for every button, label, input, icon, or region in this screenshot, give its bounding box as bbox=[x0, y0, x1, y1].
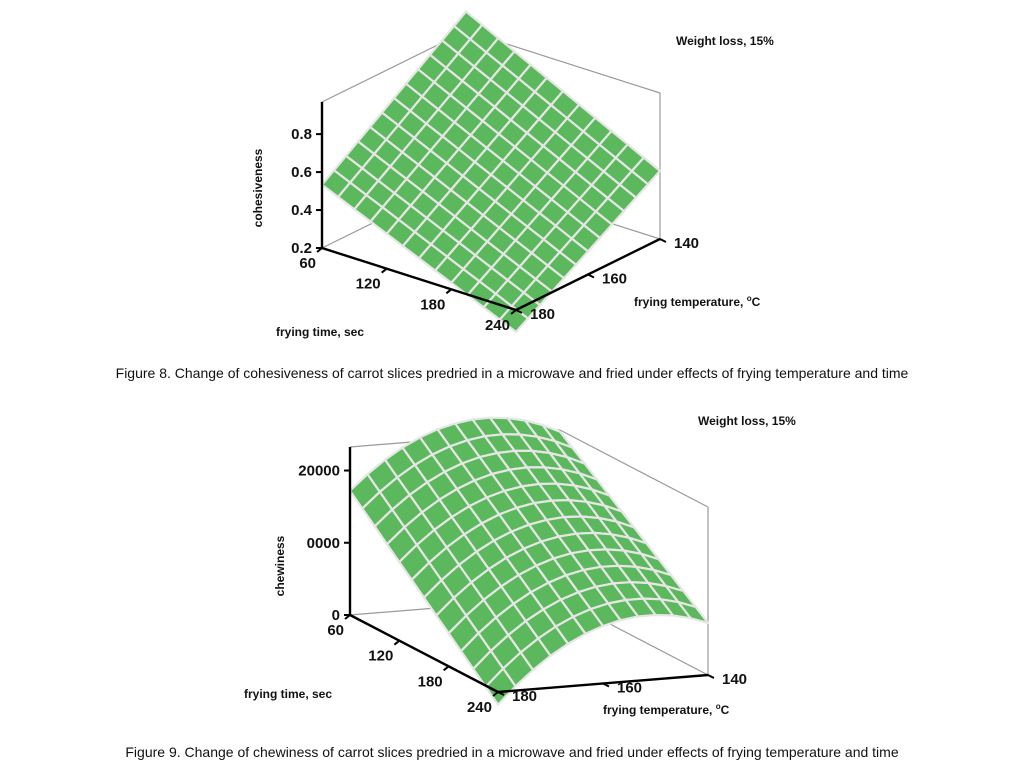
y-axis-label-sup: o bbox=[716, 702, 721, 711]
z-tick-label: 0.8 bbox=[291, 126, 312, 143]
z-tick-label: 0.4 bbox=[291, 202, 313, 219]
y-axis-label: frying temperature, oC bbox=[603, 702, 730, 717]
x-tick-label: 180 bbox=[418, 673, 443, 690]
y-axis-label-unit: C bbox=[721, 703, 730, 717]
x-tick-label: 240 bbox=[467, 699, 492, 716]
x-tick-mark bbox=[381, 267, 388, 274]
x-tick-mark bbox=[393, 639, 400, 646]
weight-loss-annotation: Weight loss, 15% bbox=[676, 34, 774, 48]
chewiness-surface-svg: 000002000060120180240140160180chewinessf… bbox=[244, 414, 796, 717]
y-tick-label: 160 bbox=[602, 271, 627, 288]
y-axis-label-unit: C bbox=[752, 295, 761, 309]
x-tick-mark bbox=[344, 614, 351, 620]
y-tick-mark bbox=[602, 682, 610, 688]
x-tick-mark bbox=[510, 309, 517, 315]
y-tick-mark bbox=[515, 309, 523, 314]
y-tick-label: 140 bbox=[674, 235, 699, 252]
y-axis-label-text: frying temperature, bbox=[603, 703, 716, 717]
z-tick-label: 20000 bbox=[298, 463, 340, 480]
z-tick-label: 0.2 bbox=[291, 240, 312, 257]
chewiness-surface-chart: 0 0000 20000 60 120 180 240 140 160 180 chewiness f… bbox=[0, 392, 1024, 732]
y-tick-mark bbox=[659, 238, 667, 243]
surface-cell bbox=[498, 305, 530, 333]
surface bbox=[320, 10, 662, 333]
figure-9-caption: Figure 9. Change of chewiness of carrot … bbox=[125, 744, 899, 760]
y-tick-label: 160 bbox=[617, 680, 642, 697]
y-tick-mark bbox=[707, 674, 715, 679]
x-tick-label: 60 bbox=[327, 622, 344, 639]
z-axis-label: chewiness bbox=[273, 535, 287, 596]
x-tick-mark bbox=[443, 665, 450, 672]
z-tick-label: 0.6 bbox=[291, 164, 312, 181]
x-axis-line bbox=[321, 246, 517, 312]
x-axis-label: frying time, sec bbox=[276, 325, 364, 339]
z-tick-label: 0 bbox=[332, 607, 340, 624]
y-axis-label-sup: o bbox=[747, 294, 752, 303]
y-tick-label: 180 bbox=[530, 306, 555, 323]
x-tick-mark bbox=[445, 288, 452, 295]
cohesiveness-surface-chart: 0.2 0.4 0.6 0.8 60 120 180 240 140 160 180 cohesive… bbox=[0, 0, 1024, 360]
y-axis-label-text: frying temperature, bbox=[634, 295, 747, 309]
x-tick-label: 180 bbox=[420, 296, 445, 313]
z-axis-label: cohesiveness bbox=[251, 148, 265, 227]
cohesiveness-surface-svg: 0.2 0.4 0.6 0.8 60 120 180 240 140 160 180 cohesive… bbox=[251, 10, 774, 339]
y-tick-mark bbox=[587, 273, 595, 279]
y-tick-label: 180 bbox=[512, 688, 537, 705]
x-tick-label: 60 bbox=[299, 255, 316, 272]
z-tick-label: 0000 bbox=[307, 535, 340, 552]
x-tick-label: 120 bbox=[356, 276, 381, 293]
x-tick-mark bbox=[316, 247, 323, 253]
x-axis-label: frying time, sec bbox=[244, 687, 332, 701]
weight-loss-annotation: Weight loss, 15% bbox=[698, 414, 796, 428]
figure-8-caption: Figure 8. Change of cohesiveness of carr… bbox=[115, 365, 909, 381]
x-axis-line bbox=[349, 613, 499, 694]
x-tick-mark bbox=[492, 691, 499, 697]
y-tick-label: 140 bbox=[722, 671, 747, 688]
box-edge bbox=[559, 429, 709, 508]
x-tick-label: 120 bbox=[368, 648, 393, 665]
x-tick-label: 240 bbox=[485, 317, 510, 334]
y-axis-label: frying temperature, oC bbox=[634, 294, 761, 309]
y-tick-mark bbox=[497, 691, 505, 696]
surface bbox=[348, 416, 710, 706]
